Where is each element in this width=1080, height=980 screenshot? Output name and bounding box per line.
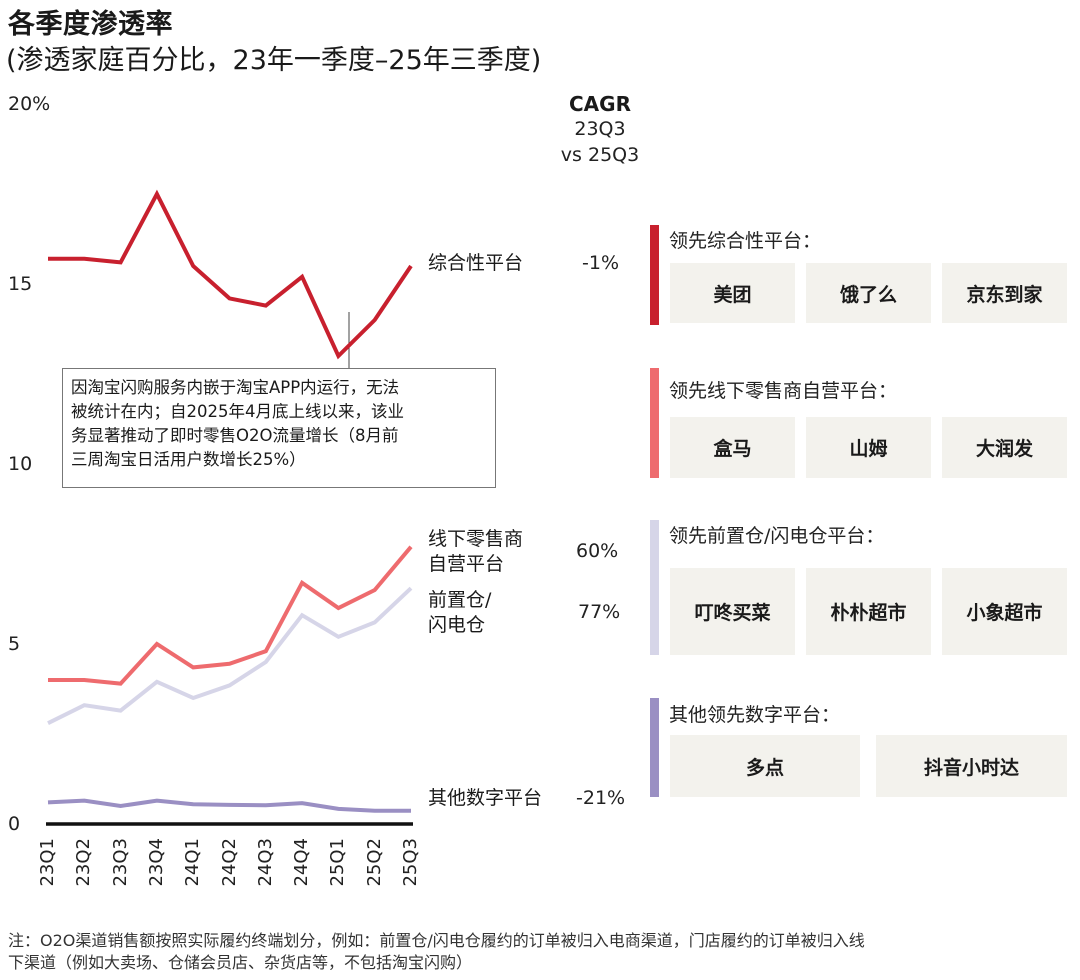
series-label-offline-retailer: 线下零售商 自营平台 [428, 528, 524, 575]
platform-card-dingdong: 叮咚买菜 [670, 568, 795, 655]
x-tick-label-25Q1: 25Q1 [327, 838, 349, 887]
series-line-comprehensive [48, 189, 413, 360]
platform-card-dmall: 多点 [670, 735, 860, 797]
cagr-period-start: 23Q3 [574, 118, 626, 140]
section-bar-offline-retailer [650, 368, 659, 478]
platform-card-pupu: 朴朴超市 [806, 568, 931, 655]
x-tick-label-23Q4: 23Q4 [145, 838, 167, 887]
line-chart [46, 189, 413, 826]
cagr-value-comprehensive: -1% [582, 252, 619, 274]
x-tick-label-23Q3: 23Q3 [109, 838, 131, 887]
cagr-value-offline-retailer: 60% [576, 540, 619, 562]
y-tick-label-15: 15 [8, 273, 33, 295]
chart-title: 各季度渗透率 [8, 9, 173, 40]
footnote: 注：O2O渠道销售额按照实际履约终端划分，例如：前置仓/闪电仓履约的订单被归入电… [8, 930, 1073, 974]
platform-card-rt-mart: 大润发 [942, 417, 1067, 478]
platform-card-meituan: 美团 [670, 263, 795, 323]
x-tick-label-25Q3: 25Q3 [400, 838, 421, 887]
section-title-offline-retailer: 领先线下零售商自营平台： [669, 380, 898, 402]
platform-card-douyin: 抖音小时达 [876, 735, 1067, 797]
y-tick-label-0: 0 [8, 813, 21, 835]
series-line-other-digital [47, 798, 411, 813]
platform-card-eleme: 饿了么 [806, 263, 931, 323]
chart-subtitle: (渗透家庭百分比，23年一季度–25年三季度) [6, 45, 542, 76]
annotation-line: 务显著推动了即时零售O2O流量增长（8月前 [71, 426, 399, 445]
section-title-front-warehouse: 领先前置仓/闪电仓平台： [669, 525, 885, 547]
x-tick-label-25Q2: 25Q2 [363, 838, 385, 887]
platform-card-hema: 盒马 [670, 417, 795, 478]
footnote-line: 下渠道（例如大卖场、仓储会员店、杂货店等，不包括淘宝闪购） [8, 953, 473, 972]
series-label-other-digital: 其他数字平台 [428, 787, 543, 809]
y-tick-label-5: 5 [8, 633, 21, 655]
section-bar-comprehensive [650, 225, 659, 325]
x-tick-label-24Q2: 24Q2 [218, 838, 240, 887]
x-tick-label-24Q4: 24Q4 [291, 838, 313, 887]
platform-card-sams: 山姆 [806, 417, 931, 478]
annotation-box: 因淘宝闪购服务内嵌于淘宝APP内运行，无法 被统计在内；自2025年4月底上线以… [62, 368, 496, 488]
annotation-line: 被统计在内；自2025年4月底上线以来，该业 [71, 402, 404, 421]
series-label-front-warehouse: 前置仓/ 闪电仓 [428, 589, 492, 636]
section-title-comprehensive: 领先综合性平台： [669, 230, 822, 252]
x-tick-label-24Q3: 24Q3 [254, 838, 276, 887]
section-bar-front-warehouse [650, 520, 659, 655]
platform-card-jddj: 京东到家 [942, 263, 1067, 323]
cagr-value-front-warehouse: 77% [578, 601, 621, 623]
cagr-value-other-digital: -21% [576, 787, 626, 809]
series-label-comprehensive: 综合性平台 [428, 252, 524, 274]
y-tick-label-10: 10 [8, 453, 33, 475]
platform-card-xiaoxiang: 小象超市 [942, 568, 1067, 655]
section-bar-other-digital [650, 698, 659, 797]
footnote-line: 注：O2O渠道销售额按照实际履约终端划分，例如：前置仓/闪电仓履约的订单被归入电… [8, 931, 865, 950]
series-line-offline-retailer [48, 545, 413, 686]
section-title-other-digital: 其他领先数字平台： [669, 704, 841, 726]
cagr-period-end: vs 25Q3 [560, 144, 640, 166]
x-tick-label-23Q1: 23Q1 [37, 838, 58, 887]
x-tick-label-23Q2: 23Q2 [73, 838, 95, 887]
series-line-front-warehouse [47, 586, 413, 725]
x-tick-label-24Q1: 24Q1 [182, 838, 204, 887]
annotation-line: 三周淘宝日活用户数增长25%） [71, 450, 306, 469]
y-tick-label-20: 20% [8, 93, 51, 115]
annotation-line: 因淘宝闪购服务内嵌于淘宝APP内运行，无法 [71, 378, 400, 397]
cagr-header: CAGR [569, 92, 631, 116]
